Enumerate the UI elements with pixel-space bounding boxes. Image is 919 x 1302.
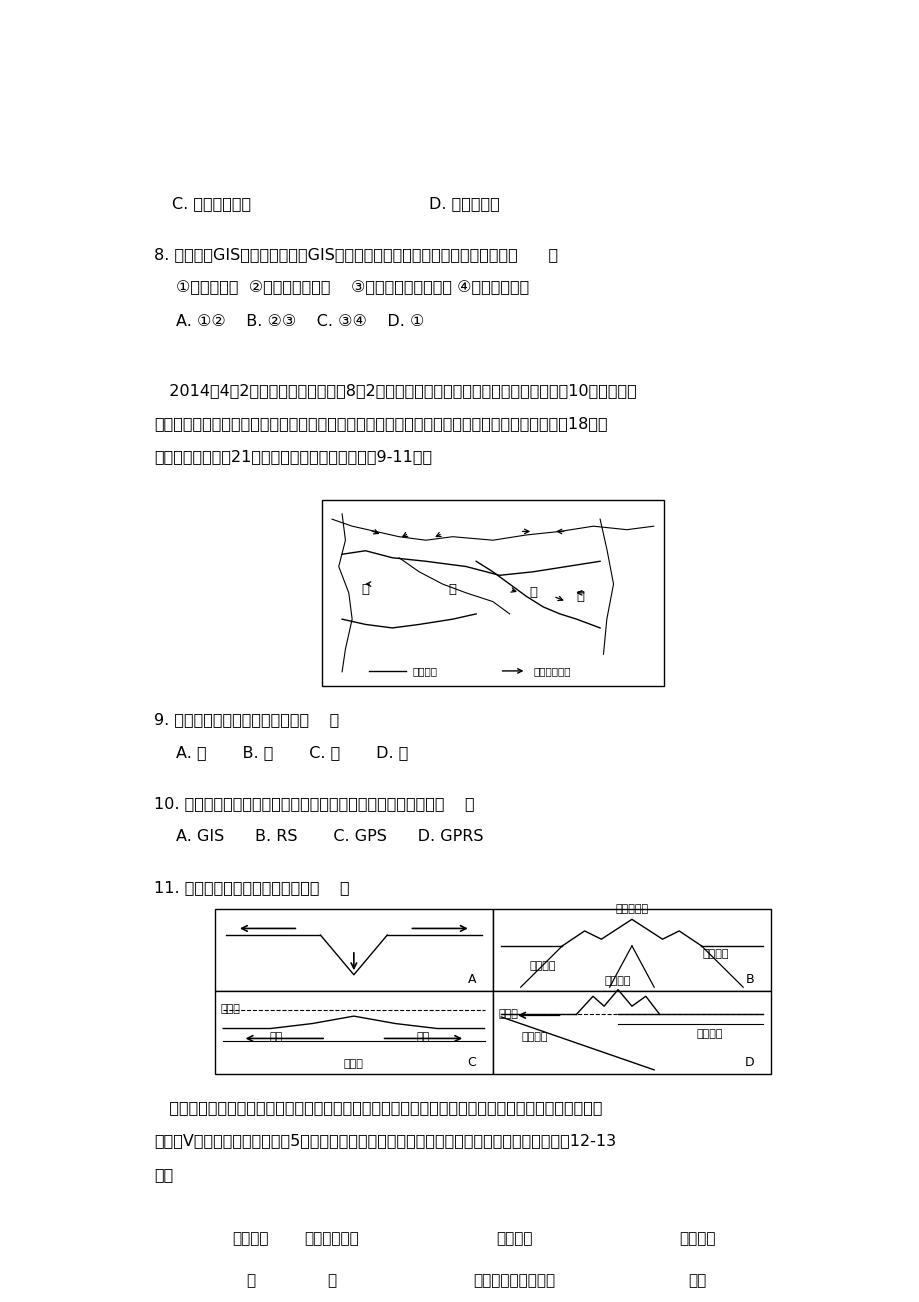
- Text: 大陆板块: 大陆板块: [529, 961, 556, 971]
- Bar: [215, 1217, 742, 1302]
- Text: 短: 短: [327, 1273, 336, 1289]
- Text: 题。: 题。: [154, 1167, 174, 1182]
- Text: A. ①②    B. ②③    C. ③④    D. ①: A. ①② B. ②③ C. ③④ D. ①: [176, 314, 424, 328]
- Bar: [493, 909, 770, 991]
- Text: 乙: 乙: [528, 586, 537, 599]
- Text: 美国国家海洋和大气管理局随后发布海啸传播时间预测图，预测图显示，此次地震引发的海啸最快18小时: 美国国家海洋和大气管理局随后发布海啸传播时间预测图，预测图显示，此次地震引发的海…: [154, 415, 607, 431]
- Bar: [215, 991, 493, 1074]
- Text: D: D: [743, 1056, 754, 1069]
- Text: 水分蒸发后不易扩散: 水分蒸发后不易扩散: [473, 1273, 555, 1289]
- Text: 甲: 甲: [246, 1273, 255, 1289]
- Text: 后抵达澳大利亚，21小时后抵达日本。读下图回答9-11题。: 后抵达澳大利亚，21小时后抵达日本。读下图回答9-11题。: [154, 449, 432, 464]
- Text: 9. 地震的位置可能位于图示中的（    ）: 9. 地震的位置可能位于图示中的（ ）: [154, 712, 339, 727]
- Text: 丙: 丙: [448, 583, 456, 596]
- Text: 板块运动方向: 板块运动方向: [532, 665, 570, 676]
- Text: 海岸山脉: 海岸山脉: [604, 975, 630, 986]
- Text: 11. 此次地震的成因图示正确的是（    ）: 11. 此次地震的成因图示正确的是（ ）: [154, 880, 349, 896]
- Bar: [322, 500, 664, 686]
- Text: 软流层: 软流层: [344, 1059, 363, 1069]
- Text: 大陆板块: 大陆板块: [696, 1030, 722, 1039]
- Text: 高大的山脉: 高大的山脉: [615, 905, 648, 914]
- Text: ①海岸线长度  ②填海区植被类型    ③填海区土地利用类型 ④填海造陆面积: ①海岸线长度 ②填海区植被类型 ③填海区土地利用类型 ④填海造陆面积: [176, 280, 528, 296]
- Text: 海平面: 海平面: [498, 1009, 517, 1019]
- Text: 大洋板块: 大洋板块: [521, 1031, 547, 1042]
- Text: C: C: [467, 1056, 476, 1069]
- Text: 水分条件: 水分条件: [495, 1232, 532, 1246]
- Text: 板块边界: 板块边界: [412, 665, 437, 676]
- Text: 2014年4月2日智利（南美洲）发生8．2级地震并引发海啸，智利西部海岸地区至少有10万人疏散。: 2014年4月2日智利（南美洲）发生8．2级地震并引发海啸，智利西部海岸地区至少…: [154, 383, 636, 398]
- Text: 大陆板块: 大陆板块: [701, 949, 728, 960]
- Text: 8. 根据上述GIS流程图，利用此GIS系统能得到渤海湾西北岸填海造陆进程的（      ）: 8. 根据上述GIS流程图，利用此GIS系统能得到渤海湾西北岸填海造陆进程的（ …: [154, 247, 558, 263]
- Text: A. GIS      B. RS       C. GPS      D. GPRS: A. GIS B. RS C. GPS D. GPRS: [176, 829, 482, 844]
- Text: A. 甲       B. 乙       C. 丙       D. 丁: A. 甲 B. 乙 C. 丙 D. 丁: [176, 745, 407, 760]
- Text: 10. 美国预测海啸到达其他国家的时间所运用的地理信息技术是（    ）: 10. 美国预测海啸到达其他国家的时间所运用的地理信息技术是（ ）: [154, 797, 474, 811]
- Text: C. 沿岸河沙丰富: C. 沿岸河沙丰富: [172, 197, 251, 211]
- Text: 地貌部位和小气候相结合，往往干湿程度会有差异。某覆盖森林的丘陵区，分布有洼地底部、阳坡、阴: 地貌部位和小气候相结合，往往干湿程度会有差异。某覆盖森林的丘陵区，分布有洼地底部…: [154, 1100, 602, 1116]
- Text: 阴湿: 阴湿: [687, 1273, 706, 1289]
- Text: D. 围堤总长短: D. 围堤总长短: [428, 197, 499, 211]
- Text: 丁: 丁: [361, 583, 369, 596]
- Text: 阳光照射时间: 阳光照射时间: [304, 1232, 359, 1246]
- Text: A: A: [467, 974, 476, 987]
- Text: 甲: 甲: [575, 590, 584, 603]
- Text: 板块: 板块: [416, 1031, 429, 1042]
- Bar: [493, 991, 770, 1074]
- Text: 海平面: 海平面: [221, 1005, 240, 1014]
- Text: 干湿程度: 干湿程度: [678, 1232, 715, 1246]
- Text: 坡、窄V形谷、山顶的峰脊部位5个地貌部位。读该地不同地貌部位水分与干湿程度对比表，回答12-13: 坡、窄V形谷、山顶的峰脊部位5个地貌部位。读该地不同地貌部位水分与干湿程度对比表…: [154, 1134, 616, 1148]
- Bar: [215, 909, 493, 991]
- Text: 板块: 板块: [269, 1031, 282, 1042]
- Text: 地貌部位: 地貌部位: [233, 1232, 268, 1246]
- Text: B: B: [744, 974, 754, 987]
